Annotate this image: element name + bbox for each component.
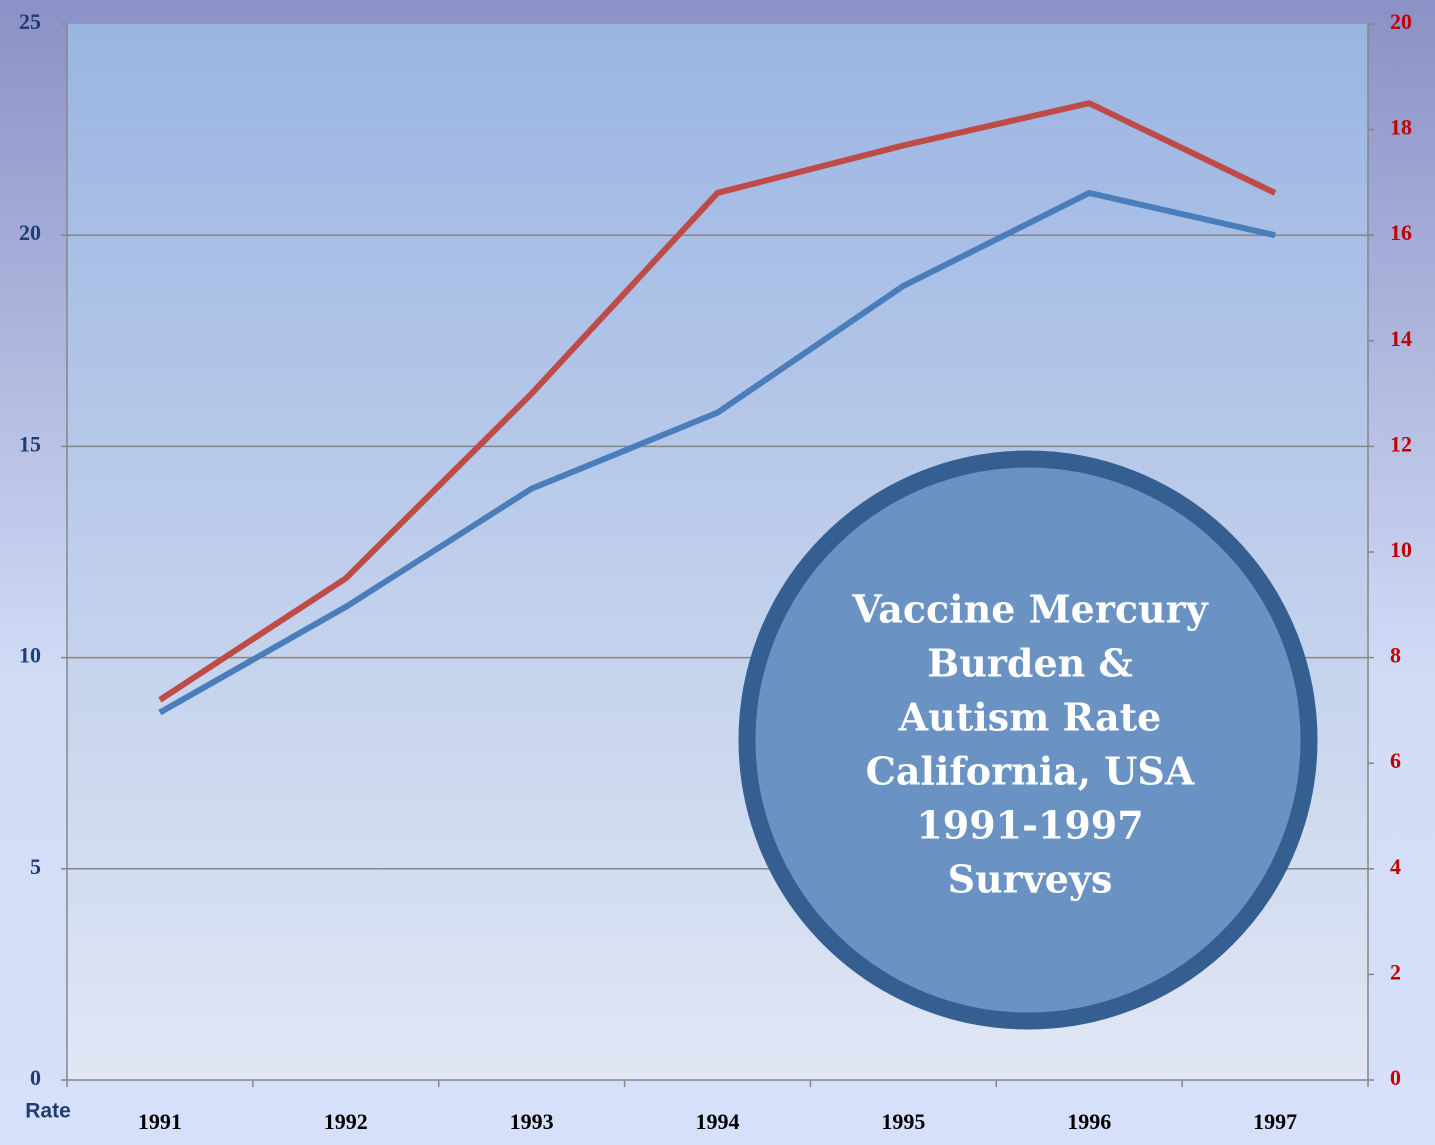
x-tick-label: 1991 [138, 1109, 182, 1134]
y2-tick-label: 12 [1390, 431, 1412, 456]
data-line [158, 189, 1276, 716]
y2-tick-label: 10 [1390, 537, 1412, 562]
x-tick-label: 1996 [1067, 1109, 1111, 1134]
y2-tick-label: 0 [1390, 1065, 1401, 1090]
y2-tick-label: 4 [1390, 854, 1401, 879]
y2-tick-label: 14 [1390, 326, 1412, 351]
y2-tick-label: 8 [1390, 643, 1401, 668]
annotation-text: 1991-1997 [916, 803, 1143, 848]
y-tick-label: 20 [19, 220, 41, 245]
y2-tick-label: 18 [1390, 115, 1412, 140]
x-tick-label: 1993 [510, 1109, 554, 1134]
y2-tick-label: 16 [1390, 220, 1412, 245]
annotation-text: Surveys [948, 857, 1113, 902]
y-tick-label: 10 [19, 643, 41, 668]
x-tick-label: 1994 [696, 1109, 740, 1134]
y2-tick-label: 20 [1390, 9, 1412, 34]
y-tick-label: 25 [19, 9, 41, 34]
y-tick-label: 0 [30, 1065, 41, 1090]
x-tick-label: 1997 [1253, 1109, 1297, 1134]
x-tick-label: 1995 [881, 1109, 925, 1134]
y-tick-label: 15 [19, 431, 41, 456]
annotation-text: Burden & [927, 641, 1133, 686]
annotation-circle [738, 450, 1318, 1030]
annotation-text: Vaccine Mercury [851, 587, 1208, 632]
annotation-text: California, USA [866, 749, 1195, 794]
data-line [158, 100, 1277, 703]
axis-label: Rate [25, 1100, 71, 1123]
y2-tick-label: 2 [1390, 959, 1401, 984]
y-tick-label: 5 [30, 854, 41, 879]
x-tick-label: 1992 [324, 1109, 368, 1134]
y2-tick-label: 6 [1390, 748, 1401, 773]
annotation-text: Autism Rate [898, 695, 1162, 740]
